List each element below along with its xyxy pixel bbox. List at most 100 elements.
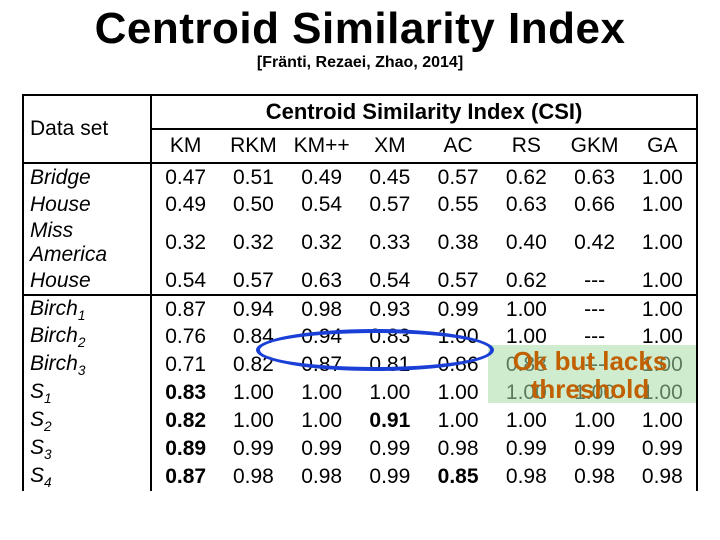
row-label: S1 <box>23 379 151 407</box>
table-cell: 0.84 <box>219 323 287 351</box>
table-cell: 1.00 <box>492 295 560 323</box>
table-cell: 1.00 <box>424 379 492 407</box>
row-label: Bridge <box>23 163 151 191</box>
table-cell: 1.00 <box>219 379 287 407</box>
row-label: Birch2 <box>23 323 151 351</box>
table-cell: 1.00 <box>424 407 492 435</box>
table-cell: 0.81 <box>356 351 424 379</box>
table-cell: 0.99 <box>424 295 492 323</box>
table-cell: 1.00 <box>288 379 356 407</box>
table-cell: 0.82 <box>219 351 287 379</box>
table-cell: 0.54 <box>356 267 424 295</box>
table-cell: 0.99 <box>356 435 424 463</box>
table-cell: 0.63 <box>288 267 356 295</box>
table-cell: 0.57 <box>356 191 424 219</box>
row-label: House <box>23 267 151 295</box>
row-label: Birch1 <box>23 295 151 323</box>
table-cell: 0.54 <box>288 191 356 219</box>
slide-root: Centroid Similarity Index [Fränti, Rezae… <box>0 0 720 540</box>
table-cell: 0.87 <box>151 463 219 491</box>
citation: [Fränti, Rezaei, Zhao, 2014] <box>22 54 698 72</box>
table-cell: 0.98 <box>219 463 287 491</box>
table-cell: 0.99 <box>560 435 628 463</box>
table-cell: 0.63 <box>492 191 560 219</box>
row-label: S4 <box>23 463 151 491</box>
column-header: KM <box>151 129 219 163</box>
table-cell: 0.51 <box>219 163 287 191</box>
table-cell: 0.88 <box>492 351 560 379</box>
table-cell: 0.99 <box>629 435 697 463</box>
table-cell: 1.00 <box>219 407 287 435</box>
table-cell: 1.00 <box>560 407 628 435</box>
table-cell: 1.00 <box>629 163 697 191</box>
table-cell: 1.00 <box>424 323 492 351</box>
column-header: KM++ <box>288 129 356 163</box>
table-cell: 0.94 <box>219 295 287 323</box>
table-cell: 0.55 <box>424 191 492 219</box>
table-cell: 0.93 <box>356 295 424 323</box>
table-cell: 1.00 <box>356 379 424 407</box>
row-label: Miss America <box>23 219 151 267</box>
table-cell: 0.87 <box>288 351 356 379</box>
table-cell: 0.86 <box>424 351 492 379</box>
table-cell: 0.99 <box>219 435 287 463</box>
table-cell: 0.98 <box>492 463 560 491</box>
table-cell: 1.00 <box>492 407 560 435</box>
table-cell: 0.47 <box>151 163 219 191</box>
table-cell: --- <box>560 295 628 323</box>
table-cell: 0.83 <box>151 379 219 407</box>
table-cell: 0.40 <box>492 219 560 267</box>
column-header: GA <box>629 129 697 163</box>
table-cell: 0.57 <box>424 267 492 295</box>
table-cell: 0.49 <box>151 191 219 219</box>
table-cell: 0.82 <box>151 407 219 435</box>
table-cell: 1.00 <box>629 295 697 323</box>
table-cell: 0.94 <box>288 323 356 351</box>
column-header: RKM <box>219 129 287 163</box>
table-cell: --- <box>560 267 628 295</box>
table-cell: 1.00 <box>492 323 560 351</box>
table-cell: 0.89 <box>151 435 219 463</box>
row-label: Birch3 <box>23 351 151 379</box>
table-cell: 0.98 <box>629 463 697 491</box>
row-label: S2 <box>23 407 151 435</box>
table-cell: 0.54 <box>151 267 219 295</box>
column-header: AC <box>424 129 492 163</box>
table-cell: 0.99 <box>356 463 424 491</box>
table-cell: 0.50 <box>219 191 287 219</box>
table-cell: 0.85 <box>424 463 492 491</box>
table-cell: 0.57 <box>219 267 287 295</box>
row-label: House <box>23 191 151 219</box>
table-cell: 1.00 <box>288 407 356 435</box>
table-cell: 0.45 <box>356 163 424 191</box>
table-cell: 1.00 <box>492 379 560 407</box>
table-cell: 0.62 <box>492 267 560 295</box>
table-cell: 1.00 <box>629 267 697 295</box>
table-cell: 1.00 <box>629 379 697 407</box>
table-cell: --- <box>560 351 628 379</box>
table-cell: 0.83 <box>356 323 424 351</box>
table-cell: 0.62 <box>492 163 560 191</box>
table-cell: 0.99 <box>288 435 356 463</box>
table-cell: 0.63 <box>560 163 628 191</box>
column-header: GKM <box>560 129 628 163</box>
table-cell: 1.00 <box>629 351 697 379</box>
table-cell: 1.00 <box>629 219 697 267</box>
table-cell: 0.71 <box>151 351 219 379</box>
table-cell: 0.57 <box>424 163 492 191</box>
table-cell: 0.98 <box>560 463 628 491</box>
table-cell: 0.87 <box>151 295 219 323</box>
table-cell: 0.98 <box>288 295 356 323</box>
table-cell: 0.38 <box>424 219 492 267</box>
table-cell: 0.32 <box>151 219 219 267</box>
table-cell: 0.98 <box>288 463 356 491</box>
table-cell: 0.91 <box>356 407 424 435</box>
csi-table: Data setCentroid Similarity Index (CSI)K… <box>22 94 698 491</box>
table-cell: 0.49 <box>288 163 356 191</box>
table-cell: 1.00 <box>560 379 628 407</box>
page-title: Centroid Similarity Index <box>22 6 698 52</box>
table-cell: 0.76 <box>151 323 219 351</box>
table-cell: 0.66 <box>560 191 628 219</box>
table-cell: 0.33 <box>356 219 424 267</box>
table-cell: 0.32 <box>288 219 356 267</box>
